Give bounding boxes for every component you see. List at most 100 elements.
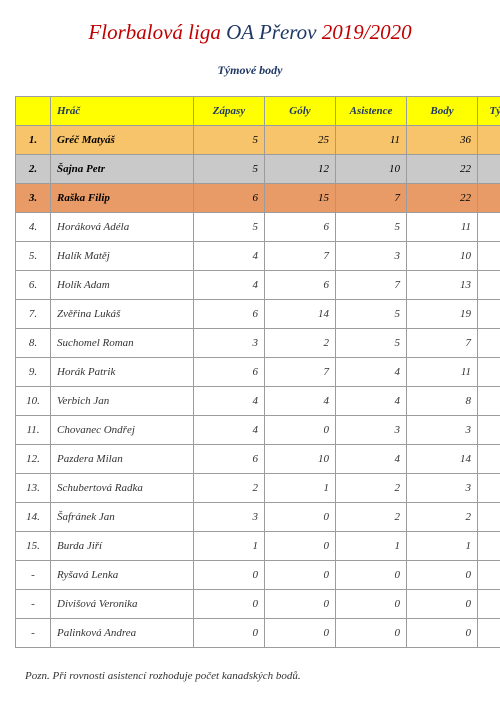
cell-games: 0	[194, 590, 265, 619]
cell-teampoints: 6	[478, 358, 500, 387]
cell-player: Holík Adam	[51, 271, 194, 300]
cell-player: Raška Filip	[51, 184, 194, 213]
cell-teampoints: 12	[478, 126, 500, 155]
cell-games: 6	[194, 445, 265, 474]
cell-games: 3	[194, 503, 265, 532]
title-part-1: Florbalová liga	[88, 20, 226, 44]
col-goals: Góly	[265, 97, 336, 126]
cell-assists: 2	[336, 503, 407, 532]
cell-goals: 0	[265, 503, 336, 532]
table-row: 13.Schubertová Radka21233	[16, 474, 500, 503]
cell-rank: 1.	[16, 126, 51, 155]
cell-teampoints: 9	[478, 242, 500, 271]
cell-teampoints: 9	[478, 213, 500, 242]
cell-rank: -	[16, 590, 51, 619]
col-games: Zápasy	[194, 97, 265, 126]
col-rank	[16, 97, 51, 126]
cell-assists: 3	[336, 242, 407, 271]
table-body: 1.Gréč Matyáš5251136122.Šajna Petr512102…	[16, 126, 500, 648]
table-row: 12.Pazdera Milan6104143	[16, 445, 500, 474]
stats-table: Hráč Zápasy Góly Asistence Body Tým. bod…	[15, 96, 500, 648]
cell-rank: 7.	[16, 300, 51, 329]
cell-teampoints: 6	[478, 300, 500, 329]
cell-player: Chovanec Ondřej	[51, 416, 194, 445]
cell-goals: 0	[265, 561, 336, 590]
table-row: 1.Gréč Matyáš525113612	[16, 126, 500, 155]
cell-teampoints: 0	[478, 532, 500, 561]
cell-games: 5	[194, 126, 265, 155]
cell-assists: 4	[336, 387, 407, 416]
cell-points: 7	[407, 329, 478, 358]
cell-games: 3	[194, 329, 265, 358]
cell-player: Halík Matěj	[51, 242, 194, 271]
cell-rank: 6.	[16, 271, 51, 300]
cell-goals: 15	[265, 184, 336, 213]
cell-goals: 7	[265, 358, 336, 387]
table-row: 4.Horáková Adéla565119	[16, 213, 500, 242]
cell-goals: 1	[265, 474, 336, 503]
cell-player: Gréč Matyáš	[51, 126, 194, 155]
cell-teampoints: 12	[478, 155, 500, 184]
footnote: Pozn. Při rovnosti asistencí rozhoduje p…	[15, 670, 485, 682]
cell-assists: 5	[336, 213, 407, 242]
cell-points: 3	[407, 416, 478, 445]
cell-player: Horáková Adéla	[51, 213, 194, 242]
table-row: 6.Holík Adam467136	[16, 271, 500, 300]
cell-goals: 0	[265, 619, 336, 648]
table-row: -Palinková Andrea00000	[16, 619, 500, 648]
cell-assists: 7	[336, 271, 407, 300]
cell-goals: 12	[265, 155, 336, 184]
cell-rank: 3.	[16, 184, 51, 213]
cell-assists: 4	[336, 358, 407, 387]
cell-games: 5	[194, 155, 265, 184]
page-title: Florbalová liga OA Přerov 2019/2020	[15, 20, 485, 45]
cell-points: 2	[407, 503, 478, 532]
cell-goals: 0	[265, 590, 336, 619]
cell-player: Burda Jiří	[51, 532, 194, 561]
cell-teampoints: 0	[478, 561, 500, 590]
cell-teampoints: 6	[478, 271, 500, 300]
table-row: 14.Šafránek Jan30223	[16, 503, 500, 532]
cell-teampoints: 0	[478, 619, 500, 648]
cell-rank: 4.	[16, 213, 51, 242]
cell-points: 13	[407, 271, 478, 300]
cell-assists: 1	[336, 532, 407, 561]
cell-teampoints: 3	[478, 474, 500, 503]
cell-points: 0	[407, 561, 478, 590]
cell-player: Palinková Andrea	[51, 619, 194, 648]
cell-rank: 2.	[16, 155, 51, 184]
cell-assists: 5	[336, 329, 407, 358]
cell-assists: 5	[336, 300, 407, 329]
cell-games: 4	[194, 416, 265, 445]
cell-goals: 6	[265, 271, 336, 300]
cell-assists: 2	[336, 474, 407, 503]
title-part-3: 2019/2020	[322, 20, 412, 44]
cell-assists: 0	[336, 590, 407, 619]
cell-games: 6	[194, 184, 265, 213]
cell-player: Verbich Jan	[51, 387, 194, 416]
cell-points: 14	[407, 445, 478, 474]
cell-points: 0	[407, 590, 478, 619]
cell-games: 0	[194, 561, 265, 590]
cell-player: Divišová Veronika	[51, 590, 194, 619]
cell-goals: 10	[265, 445, 336, 474]
cell-player: Pazdera Milan	[51, 445, 194, 474]
cell-goals: 7	[265, 242, 336, 271]
cell-points: 19	[407, 300, 478, 329]
subtitle: Týmové body	[15, 63, 485, 78]
cell-player: Horák Patrik	[51, 358, 194, 387]
cell-points: 3	[407, 474, 478, 503]
header-row: Hráč Zápasy Góly Asistence Body Tým. bod…	[16, 97, 500, 126]
cell-games: 2	[194, 474, 265, 503]
table-row: -Divišová Veronika00000	[16, 590, 500, 619]
col-player: Hráč	[51, 97, 194, 126]
cell-games: 4	[194, 387, 265, 416]
cell-games: 5	[194, 213, 265, 242]
cell-points: 10	[407, 242, 478, 271]
cell-assists: 10	[336, 155, 407, 184]
table-row: -Ryšavá Lenka00000	[16, 561, 500, 590]
cell-teampoints: 9	[478, 184, 500, 213]
cell-player: Šafránek Jan	[51, 503, 194, 532]
cell-player: Šajna Petr	[51, 155, 194, 184]
cell-points: 11	[407, 358, 478, 387]
